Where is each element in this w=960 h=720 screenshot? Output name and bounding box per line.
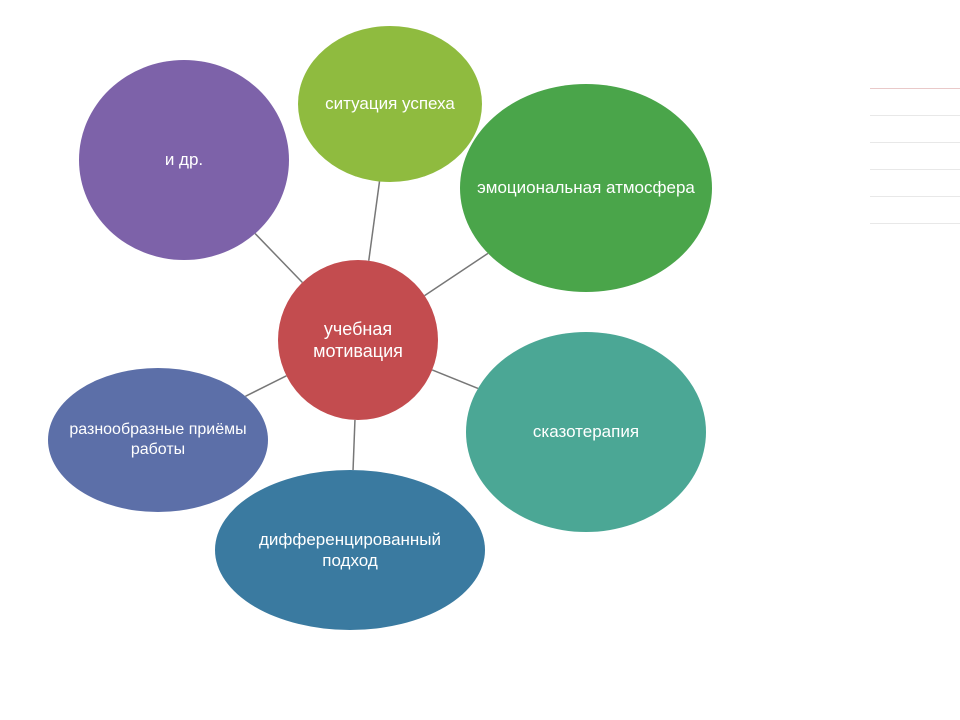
- node-success-label: ситуация успеха: [312, 93, 468, 114]
- node-etc: и др.: [79, 60, 289, 260]
- node-fairytale: сказотерапия: [466, 332, 706, 532]
- node-atmosphere: эмоциональная атмосфера: [460, 84, 712, 292]
- node-methods-label: разнообразные приёмы работы: [62, 420, 254, 460]
- node-fairytale-label: сказотерапия: [480, 421, 692, 442]
- node-diff: дифференцированный подход: [215, 470, 485, 630]
- center-node-label: учебная мотивация: [292, 318, 424, 363]
- node-methods: разнообразные приёмы работы: [48, 368, 268, 512]
- center-node: учебная мотивация: [278, 260, 438, 420]
- decorative-rules: [870, 88, 960, 250]
- node-success: ситуация успеха: [298, 26, 482, 182]
- node-diff-label: дифференцированный подход: [229, 529, 471, 572]
- diagram-stage: учебная мотивация и др. ситуация успеха …: [0, 0, 960, 720]
- node-etc-label: и др.: [93, 149, 275, 170]
- node-atmosphere-label: эмоциональная атмосфера: [474, 177, 698, 198]
